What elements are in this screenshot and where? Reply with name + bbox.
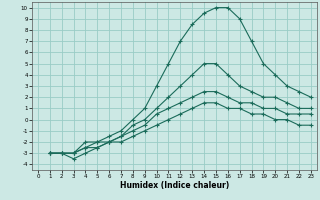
X-axis label: Humidex (Indice chaleur): Humidex (Indice chaleur): [120, 181, 229, 190]
